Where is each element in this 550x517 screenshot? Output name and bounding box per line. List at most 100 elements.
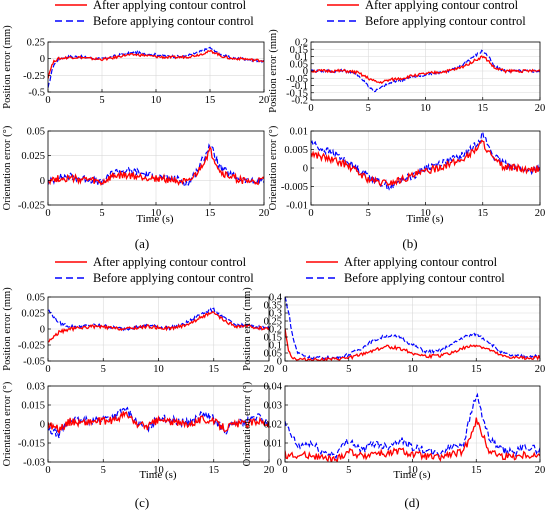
x-tick-label: 20 <box>535 465 546 476</box>
series-line-after <box>311 139 540 187</box>
legend-label-after: After applying contour control <box>93 255 247 269</box>
x-tick-label: 5 <box>101 465 106 476</box>
legend-label-after: After applying contour control <box>93 0 247 12</box>
y-axis-label: Orientation error (°) <box>2 381 13 466</box>
y-tick-label: 0.05 <box>27 293 45 304</box>
x-tick-label: 5 <box>366 208 371 219</box>
subplot-2-0: -0.05 -0.025 0 0.025 0.05 0 5 10 15 20 Position er… <box>2 287 274 375</box>
x-tick-label: 0 <box>308 103 313 114</box>
y-tick-label: 0.1 <box>269 341 282 352</box>
y-tick-label: 0.4 <box>269 293 283 304</box>
x-tick-label: 0 <box>45 364 50 375</box>
x-tick-label: 0 <box>45 208 50 219</box>
y-tick-label: 0 <box>40 54 45 65</box>
y-tick-label: 0.15 <box>290 45 308 56</box>
y-tick-label: 0.02 <box>264 420 282 431</box>
x-tick-label: 10 <box>420 208 431 219</box>
subplot-3-1: 0 0.01 0.02 0.03 0.04 0 5 10 15 20 Orientation err… <box>242 381 545 481</box>
x-tick-label: 10 <box>151 95 162 106</box>
legend-label-before: Before applying contour control <box>344 271 505 285</box>
series-line-after <box>311 55 540 85</box>
y-tick-label: -0.03 <box>23 458 45 469</box>
series-line-after <box>48 311 269 343</box>
y-tick-label: -0.25 <box>23 71 45 82</box>
y-tick-label: 0.03 <box>27 382 45 393</box>
chart-panel-2: After applying contour control Before app… <box>2 255 274 510</box>
y-axis-label: Position error (mm) <box>2 287 13 371</box>
y-tick-label: 0 <box>40 176 45 187</box>
x-tick-label: 5 <box>346 364 351 375</box>
y-tick-label: 0.15 <box>264 333 282 344</box>
x-tick-label: 15 <box>205 95 216 106</box>
chart-panel-3: After applying contour control Before app… <box>242 255 545 510</box>
panel-label: (a) <box>135 236 149 251</box>
y-tick-label: -0.01 <box>286 201 308 212</box>
y-tick-label: -0.1 <box>291 81 308 92</box>
series-line-before <box>285 392 540 460</box>
y-tick-label: -0.15 <box>286 88 308 99</box>
y-tick-label: 0.01 <box>264 439 282 450</box>
panel-label: (b) <box>402 236 417 251</box>
x-tick-label: 5 <box>99 208 104 219</box>
x-tick-label: 5 <box>101 364 106 375</box>
x-tick-label: 15 <box>205 208 216 219</box>
y-tick-label: 0.03 <box>264 401 282 412</box>
x-tick-label: 15 <box>471 465 482 476</box>
x-axis-label: Time (s) <box>406 213 444 225</box>
y-tick-label: 0.005 <box>284 145 308 156</box>
y-tick-label: 0 <box>303 67 308 78</box>
y-axis-label: Orientation error (°) <box>2 125 13 210</box>
x-tick-label: 15 <box>209 364 220 375</box>
y-tick-label: 0.2 <box>269 325 282 336</box>
series-line-after <box>48 49 264 79</box>
y-tick-label: 0 <box>40 420 45 431</box>
x-tick-label: 5 <box>99 95 104 106</box>
chart-panel-1: After applying contour control Before app… <box>268 0 545 251</box>
legend-label-before: Before applying contour control <box>93 271 254 285</box>
y-tick-label: 0.05 <box>27 127 45 138</box>
x-tick-label: 0 <box>45 465 50 476</box>
series-line-after <box>48 411 269 434</box>
y-tick-label: -0.05 <box>23 357 45 368</box>
y-tick-label: 0.35 <box>264 301 282 312</box>
legend-label-after: After applying contour control <box>365 0 519 12</box>
x-tick-label: 15 <box>478 103 489 114</box>
y-tick-label: 0 <box>40 325 45 336</box>
legend-label-after: After applying contour control <box>344 255 498 269</box>
panel-label: (d) <box>404 495 419 510</box>
y-tick-label: 0.025 <box>21 309 45 320</box>
x-axis-label: Time (s) <box>136 213 174 225</box>
y-axis-label: Orientation error (°) <box>242 381 253 466</box>
x-tick-label: 10 <box>407 364 418 375</box>
x-tick-label: 5 <box>366 103 371 114</box>
subplot-1-1: -0.01 -0.005 0 0.005 0.01 0 5 10 15 20 Orientation… <box>268 125 545 225</box>
series-line-before <box>48 307 269 332</box>
y-tick-label: 0.05 <box>290 59 308 70</box>
x-tick-label: 15 <box>209 465 220 476</box>
x-tick-label: 0 <box>282 465 287 476</box>
x-tick-label: 0 <box>45 95 50 106</box>
y-tick-label: 0.05 <box>264 349 282 360</box>
y-tick-label: 0.25 <box>264 317 282 328</box>
y-tick-label: 0 <box>277 357 282 368</box>
x-axis-label: Time (s) <box>393 469 431 481</box>
x-tick-label: 15 <box>478 208 489 219</box>
x-tick-label: 20 <box>535 364 546 375</box>
y-tick-label: 0.3 <box>269 309 282 320</box>
subplot-3-0: 00.050.10.150.20.250.30.350.4 0 5 10 15 20 Pos… <box>242 287 545 375</box>
legend-label-before: Before applying contour control <box>93 14 254 28</box>
panel-label: (c) <box>135 495 149 510</box>
y-tick-label: 0.015 <box>21 401 45 412</box>
x-tick-label: 10 <box>153 364 164 375</box>
y-tick-label: -0.025 <box>18 341 45 352</box>
x-tick-label: 15 <box>471 364 482 375</box>
series-line-after <box>285 328 540 361</box>
y-tick-label: 0 <box>303 164 308 175</box>
y-tick-label: 0.025 <box>21 151 45 162</box>
y-axis-label: Orientation error (°) <box>268 125 279 210</box>
x-tick-label: 5 <box>346 465 351 476</box>
y-tick-label: -0.05 <box>286 74 308 85</box>
